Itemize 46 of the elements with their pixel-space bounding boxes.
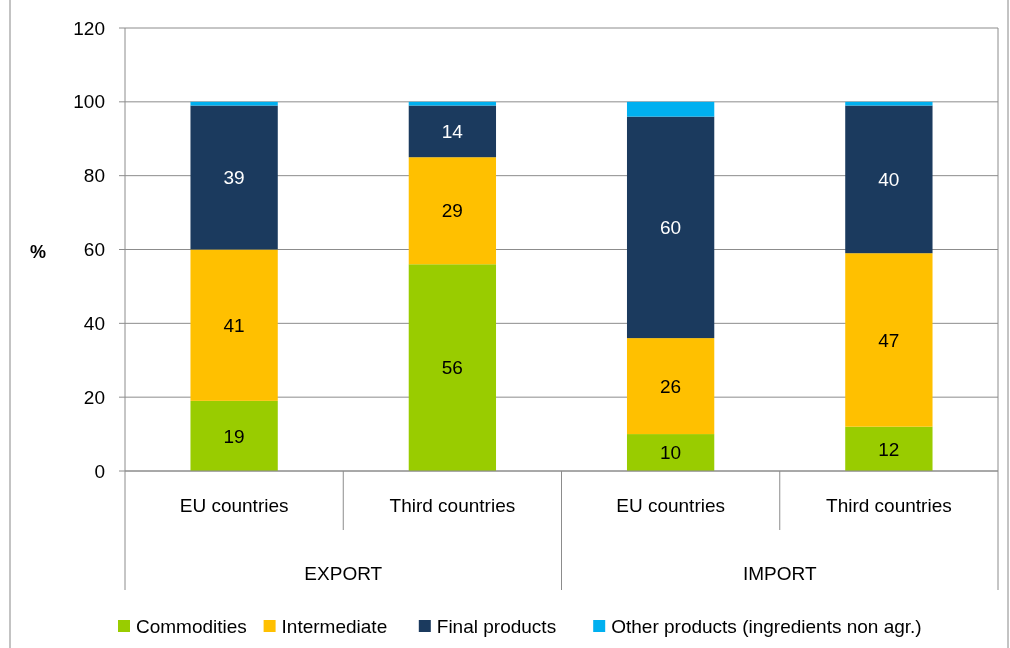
x-tick-label: Third countries [389,495,516,516]
data-label: 12 [878,438,900,460]
data-label: 19 [223,425,245,447]
bar [626,338,715,435]
data-label: 60 [660,217,682,238]
bar [845,426,933,471]
x-tick-label: Third countries [826,495,952,516]
y-tick-label: 60 [83,239,105,261]
y-tick-label: 80 [83,165,105,187]
bar [626,434,715,471]
data-label: 29 [441,200,463,222]
bar [408,101,497,106]
bar [408,157,497,265]
data-label: 56 [441,357,463,379]
y-tick-label: 120 [73,17,105,39]
data-label: 47 [878,329,900,351]
bar [408,264,497,471]
bar [626,116,715,339]
y-tick-label: 20 [83,386,105,408]
bar [408,105,497,158]
data-label: 41 [223,314,245,336]
bar [845,253,933,427]
y-axis-title: % [29,242,47,263]
bar [190,105,278,250]
bar [190,249,278,401]
bar [626,101,715,117]
bar [190,101,278,106]
x-tick-label: EU countries [179,495,289,516]
data-label: 40 [878,169,900,191]
data-label: 10 [660,442,682,464]
text: EXPORT [304,562,383,584]
legend-label: Commodities [136,615,247,637]
bar [845,101,933,106]
y-tick-label: 100 [73,91,105,113]
data-label: 26 [660,375,682,397]
legend-label: Other products (ingredients non agr.) [611,615,922,637]
bar [845,105,933,254]
bar [190,400,278,471]
legend-label: Final products [436,615,557,637]
data-label: 39 [223,167,245,189]
legend-label: Intermediate [281,615,388,637]
x-tick-label: EU countries [616,495,726,516]
y-tick-label: 0 [94,460,105,482]
text: IMPORT [742,562,817,584]
data-label: 14 [441,121,464,143]
y-tick-label: 40 [83,312,105,334]
